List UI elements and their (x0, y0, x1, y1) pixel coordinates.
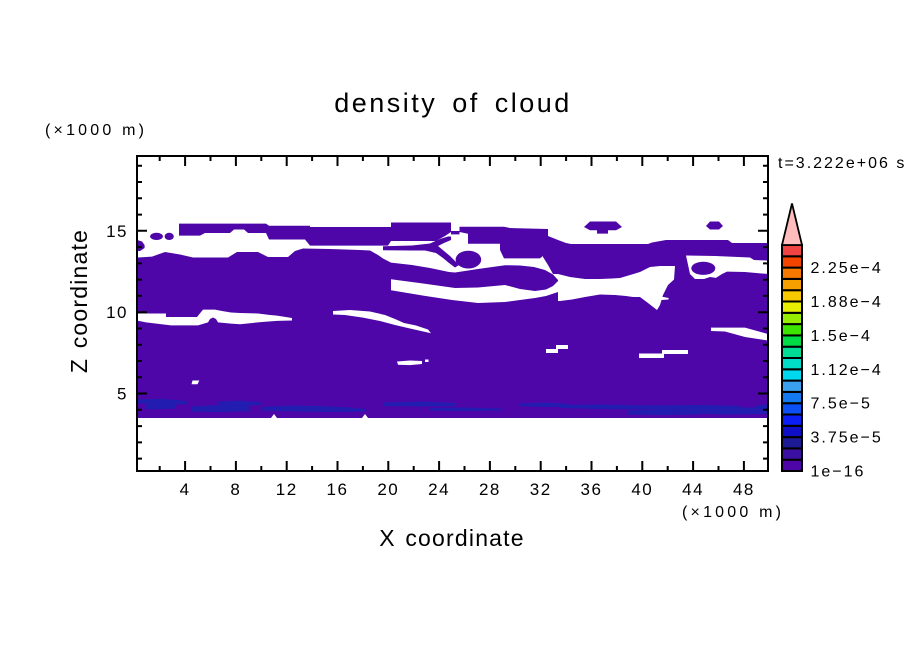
svg-text:X coordinate: X coordinate (379, 525, 525, 551)
svg-text:20: 20 (377, 480, 399, 499)
svg-text:2.25e−4: 2.25e−4 (811, 260, 883, 277)
svg-text:16: 16 (327, 480, 349, 499)
svg-text:1e−16: 1e−16 (811, 464, 866, 481)
svg-text:t=3.222e+06 s: t=3.222e+06 s (778, 155, 904, 172)
svg-text:28: 28 (479, 480, 501, 499)
svg-text:7.5e−5: 7.5e−5 (811, 396, 872, 413)
svg-text:15: 15 (106, 222, 128, 241)
svg-text:1.88e−4: 1.88e−4 (811, 294, 883, 311)
svg-text:48: 48 (733, 480, 755, 499)
svg-text:(×1000 m): (×1000 m) (45, 122, 147, 139)
svg-text:4: 4 (180, 480, 191, 499)
svg-text:3.75e−5: 3.75e−5 (811, 430, 883, 447)
svg-text:8: 8 (230, 480, 241, 499)
svg-text:10: 10 (106, 303, 128, 322)
svg-text:36: 36 (581, 480, 603, 499)
svg-text:1.5e−4: 1.5e−4 (811, 328, 872, 345)
svg-text:32: 32 (530, 480, 552, 499)
svg-text:24: 24 (428, 480, 450, 499)
svg-text:44: 44 (682, 480, 704, 499)
svg-text:Z coordinate: Z coordinate (66, 229, 92, 373)
svg-text:12: 12 (276, 480, 298, 499)
svg-text:density of cloud: density of cloud (334, 88, 572, 118)
svg-text:5: 5 (117, 385, 128, 404)
svg-text:1.12e−4: 1.12e−4 (811, 362, 883, 379)
svg-text:40: 40 (631, 480, 653, 499)
svg-text:(×1000 m): (×1000 m) (682, 504, 784, 521)
